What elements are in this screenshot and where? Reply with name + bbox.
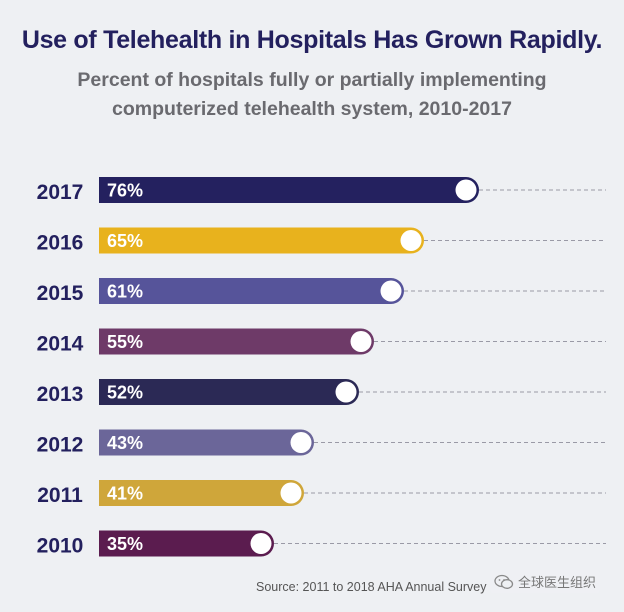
bar (99, 177, 479, 203)
bar (99, 530, 274, 557)
category-label: 2015 (37, 282, 84, 305)
data-label: 35% (107, 534, 143, 554)
bar-end-marker (250, 533, 272, 554)
bar (99, 480, 304, 506)
bar-end-marker (400, 230, 422, 251)
bar (99, 227, 425, 254)
data-label: 41% (107, 484, 143, 504)
category-label: 2016 (37, 232, 84, 255)
chart-subtitle: Percent of hospitals fully or partially … (77, 69, 547, 120)
bar-end-marker (350, 331, 372, 352)
category-label: 2011 (37, 484, 83, 507)
bar (99, 278, 404, 304)
data-label: 43% (107, 433, 143, 453)
watermark-text: 全球医生组织 (518, 575, 597, 590)
bar-end-marker (280, 482, 302, 504)
bar (99, 328, 374, 355)
bar-end-marker (455, 179, 477, 201)
chart-title: Use of Telehealth in Hospitals Has Grown… (21, 26, 603, 54)
category-label: 2012 (37, 434, 84, 457)
bar-end-marker (290, 432, 312, 453)
wechat-icon (494, 574, 514, 589)
source-note: Source: 2011 to 2018 AHA Annual Survey (256, 580, 487, 594)
data-label: 65% (107, 231, 143, 251)
category-label: 2017 (37, 181, 84, 204)
category-label: 2013 (37, 383, 84, 406)
bar (99, 429, 314, 456)
data-label: 52% (107, 383, 143, 403)
bar (99, 379, 359, 405)
watermark: 全球医生组织 (490, 570, 601, 593)
bar-end-marker (335, 381, 357, 403)
data-label: 61% (107, 282, 143, 302)
category-label: 2010 (37, 535, 84, 558)
data-label: 55% (107, 332, 143, 352)
bar-end-marker (380, 280, 402, 302)
category-label: 2014 (37, 333, 84, 356)
data-label: 76% (107, 181, 143, 201)
